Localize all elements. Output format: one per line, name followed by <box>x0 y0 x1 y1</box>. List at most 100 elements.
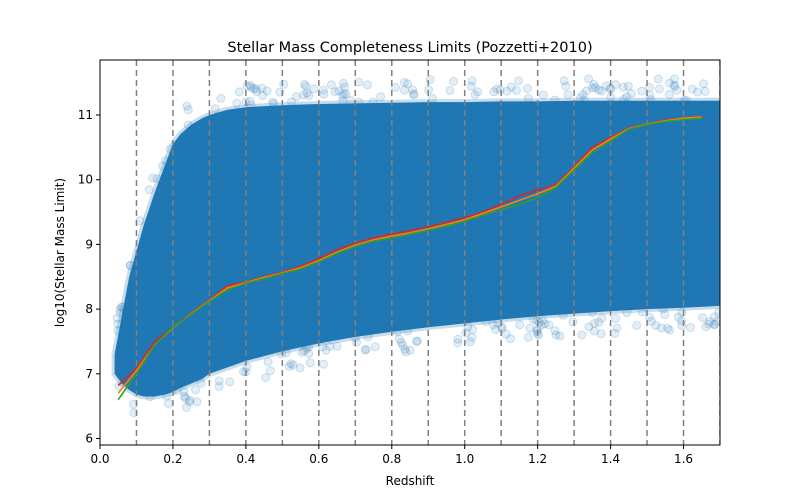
scatter-point <box>699 79 709 89</box>
scatter-point <box>183 120 193 130</box>
scatter-point <box>115 305 125 314</box>
scatter-point <box>632 320 642 330</box>
scatter-point <box>551 330 561 340</box>
scatter-point <box>534 330 544 340</box>
scatter-point <box>665 325 675 335</box>
scatter-point <box>612 323 622 333</box>
scatter-point <box>619 94 629 104</box>
scatter-point <box>214 376 224 386</box>
series-line-2 <box>117 116 702 394</box>
scatter-point <box>192 397 202 407</box>
scatter-point <box>299 346 309 356</box>
scatter-point <box>302 88 312 98</box>
scatter-point <box>403 326 413 336</box>
scatter-point <box>646 95 656 105</box>
scatter-point <box>538 316 547 325</box>
scatter-point <box>148 173 158 183</box>
scatter-point <box>409 89 418 99</box>
scatter-point <box>637 86 647 96</box>
scatter-point <box>115 308 125 318</box>
scatter-point <box>425 75 435 85</box>
scatter-point <box>670 74 679 84</box>
scatter-point <box>544 320 554 330</box>
scatter-point <box>492 84 502 94</box>
scatter-point <box>116 302 126 312</box>
scatter-point <box>698 313 708 323</box>
y-tick-label: 6 <box>85 432 93 446</box>
scatter-point <box>363 332 373 342</box>
scatter-point <box>473 87 483 97</box>
scatter-point <box>400 85 410 95</box>
x-tick-label: 0.0 <box>90 452 109 466</box>
scatter-point <box>363 80 372 90</box>
scatter-point <box>252 87 262 96</box>
scatter-point <box>409 90 419 100</box>
scatter-point <box>401 347 411 357</box>
scatter-point <box>672 85 682 95</box>
scatter-point <box>653 74 663 84</box>
scatter-point <box>506 334 515 344</box>
scatter-point <box>461 328 471 338</box>
scatter-point <box>330 87 340 97</box>
scatter-point <box>161 156 171 166</box>
scatter-point <box>515 320 525 330</box>
scatter-point <box>618 82 628 92</box>
scatter-point <box>284 361 294 371</box>
scatter-point <box>360 345 370 355</box>
scatter-point <box>481 317 491 327</box>
scatter-point <box>179 387 189 397</box>
scatter-point <box>162 391 172 401</box>
scatter-point <box>113 319 123 329</box>
scatter-point <box>700 86 710 96</box>
scatter-point <box>623 81 633 91</box>
scatter-point <box>158 161 168 171</box>
scatter-point <box>288 360 298 370</box>
scatter-point <box>163 399 173 408</box>
scatter-point <box>590 83 600 93</box>
scatter-point <box>488 320 498 330</box>
scatter-point <box>532 316 542 326</box>
scatter-point <box>687 84 697 94</box>
scatter-point <box>185 395 195 405</box>
scatter-point <box>467 76 477 86</box>
scatter-point <box>341 89 351 99</box>
scatter-point <box>191 385 200 395</box>
scatter-point <box>326 80 336 90</box>
y-axis-label: log10(Stellar Mass Limit) <box>53 178 67 327</box>
scatter-point <box>245 96 255 106</box>
scatter-point <box>179 391 189 401</box>
scatter-point <box>670 82 679 91</box>
scatter-point <box>403 79 413 89</box>
scatter-point <box>334 86 344 96</box>
scatter-point <box>412 337 421 347</box>
scatter-points-layer <box>111 74 720 418</box>
scatter-point <box>210 104 220 114</box>
scatter-point <box>258 91 268 100</box>
scatter-point <box>705 317 715 327</box>
scatter-point <box>216 93 226 103</box>
scatter-point <box>506 82 516 92</box>
scatter-point <box>297 347 307 357</box>
scatter-point <box>182 402 191 412</box>
scatter-point <box>339 78 348 88</box>
scatter-point <box>182 101 192 111</box>
scatter-point <box>532 326 542 336</box>
scatter-point <box>428 93 438 103</box>
scatter-point <box>561 81 571 91</box>
scatter-point <box>622 308 632 318</box>
scatter-point <box>246 82 256 92</box>
scatter-point <box>234 87 244 97</box>
scatter-point <box>626 88 636 98</box>
scatter-point <box>588 308 597 317</box>
scatter-point <box>196 378 206 388</box>
scatter-point <box>463 322 473 332</box>
scatter-point <box>129 399 139 409</box>
scatter-point <box>225 377 235 387</box>
scatter-point <box>575 93 585 103</box>
scatter-point <box>590 326 599 336</box>
scatter-point <box>112 313 122 323</box>
scatter-point <box>581 86 591 96</box>
x-tick-label: 1.2 <box>528 452 547 466</box>
scatter-point <box>491 325 501 334</box>
